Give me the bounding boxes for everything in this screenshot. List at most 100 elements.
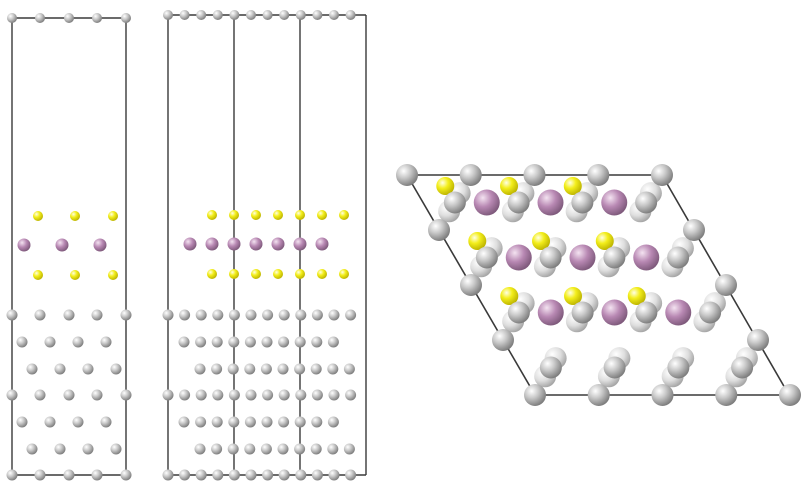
substrate-atom	[311, 389, 323, 401]
metal-atom	[537, 299, 564, 326]
chalcogen-atom	[33, 211, 43, 221]
substrate-atom	[162, 309, 174, 321]
substrate-atom	[261, 416, 273, 428]
substrate-atom	[262, 389, 274, 401]
substrate-atom	[635, 301, 658, 324]
substrate-atom	[26, 443, 38, 455]
substrate-atom	[245, 469, 257, 481]
chalcogen-atom	[70, 270, 80, 280]
substrate-atom	[699, 301, 722, 324]
substrate-atom	[571, 191, 594, 214]
substrate-atom	[91, 389, 103, 401]
chalcogen-atom	[251, 210, 261, 220]
substrate-atom	[110, 363, 122, 375]
chalcogen-atom	[70, 211, 80, 221]
boundary-atom	[651, 384, 674, 406]
substrate-atom	[329, 10, 339, 20]
chalcogen-atom	[500, 287, 519, 305]
substrate-atom	[211, 443, 223, 455]
substrate-atom	[345, 389, 357, 401]
substrate-atom	[312, 10, 323, 20]
chalcogen-atom	[627, 287, 646, 305]
metal-atom	[55, 238, 69, 252]
substrate-atom	[211, 416, 223, 428]
chalcogen-atom	[532, 232, 551, 250]
substrate-atom	[120, 469, 132, 481]
metal-atom	[633, 244, 660, 271]
metal-atom	[473, 189, 500, 216]
substrate-atom	[228, 416, 240, 428]
metal-atom	[315, 237, 329, 251]
metal-atom	[183, 237, 197, 251]
boundary-atom	[460, 274, 482, 296]
substrate-atom	[195, 389, 207, 401]
substrate-atom	[311, 416, 323, 428]
substrate-atom	[179, 10, 190, 20]
substrate-atom	[228, 389, 240, 401]
chalcogen-atom	[108, 270, 118, 280]
substrate-atom	[178, 416, 190, 428]
substrate-atom	[260, 363, 272, 375]
substrate-atom	[262, 469, 274, 481]
boundary-atom	[396, 164, 418, 186]
chalcogen-atom	[229, 210, 239, 220]
chalcogen-atom	[229, 269, 239, 279]
substrate-atom	[228, 309, 240, 321]
substrate-atom	[294, 336, 306, 348]
metal-atom	[569, 244, 596, 271]
chalcogen-atom	[595, 232, 614, 250]
substrate-atom	[244, 416, 256, 428]
substrate-atom	[261, 336, 273, 348]
substrate-atom	[194, 363, 206, 375]
boundary-atom	[459, 164, 482, 186]
chalcogen-atom	[273, 269, 283, 279]
substrate-atom	[328, 389, 340, 401]
substrate-atom	[120, 389, 132, 401]
chalcogen-atom	[436, 177, 455, 195]
substrate-atom	[327, 416, 339, 428]
substrate-atom	[244, 336, 256, 348]
substrate-atom	[278, 416, 290, 428]
top-view-panel	[396, 164, 801, 406]
substrate-atom	[311, 336, 323, 348]
chalcogen-atom	[339, 210, 349, 220]
boundary-atom	[428, 219, 450, 241]
metal-atom	[293, 237, 307, 251]
substrate-atom	[731, 356, 754, 379]
substrate-atom	[110, 443, 122, 455]
metal-atom	[271, 237, 285, 251]
substrate-atom	[178, 336, 190, 348]
substrate-atom	[345, 469, 357, 481]
chalcogen-atom	[33, 270, 43, 280]
substrate-atom	[196, 10, 207, 20]
substrate-atom	[194, 443, 206, 455]
substrate-atom	[195, 469, 207, 481]
substrate-atom	[311, 469, 323, 481]
substrate-atom	[34, 309, 46, 321]
substrate-atom	[345, 10, 356, 20]
substrate-atom	[162, 469, 174, 481]
chalcogen-atom	[108, 211, 118, 221]
substrate-atom	[277, 443, 289, 455]
substrate-atom	[100, 336, 112, 348]
substrate-atom	[121, 13, 131, 23]
substrate-atom	[295, 469, 307, 481]
substrate-atom	[345, 309, 357, 321]
chalcogen-atom	[317, 210, 327, 220]
substrate-atom	[179, 389, 191, 401]
chalcogen-atom	[295, 210, 305, 220]
substrate-atom	[539, 356, 562, 379]
side-view-wide-panel	[162, 10, 367, 481]
substrate-atom	[245, 309, 257, 321]
substrate-atom	[54, 363, 66, 375]
side-view-narrow-panel	[6, 13, 132, 481]
substrate-atom	[278, 469, 290, 481]
chalcogen-atom	[207, 269, 217, 279]
substrate-atom	[294, 363, 306, 375]
boundary-atom	[683, 219, 705, 241]
substrate-atom	[279, 10, 290, 20]
substrate-atom	[212, 469, 224, 481]
substrate-atom	[179, 469, 191, 481]
substrate-atom	[262, 309, 274, 321]
